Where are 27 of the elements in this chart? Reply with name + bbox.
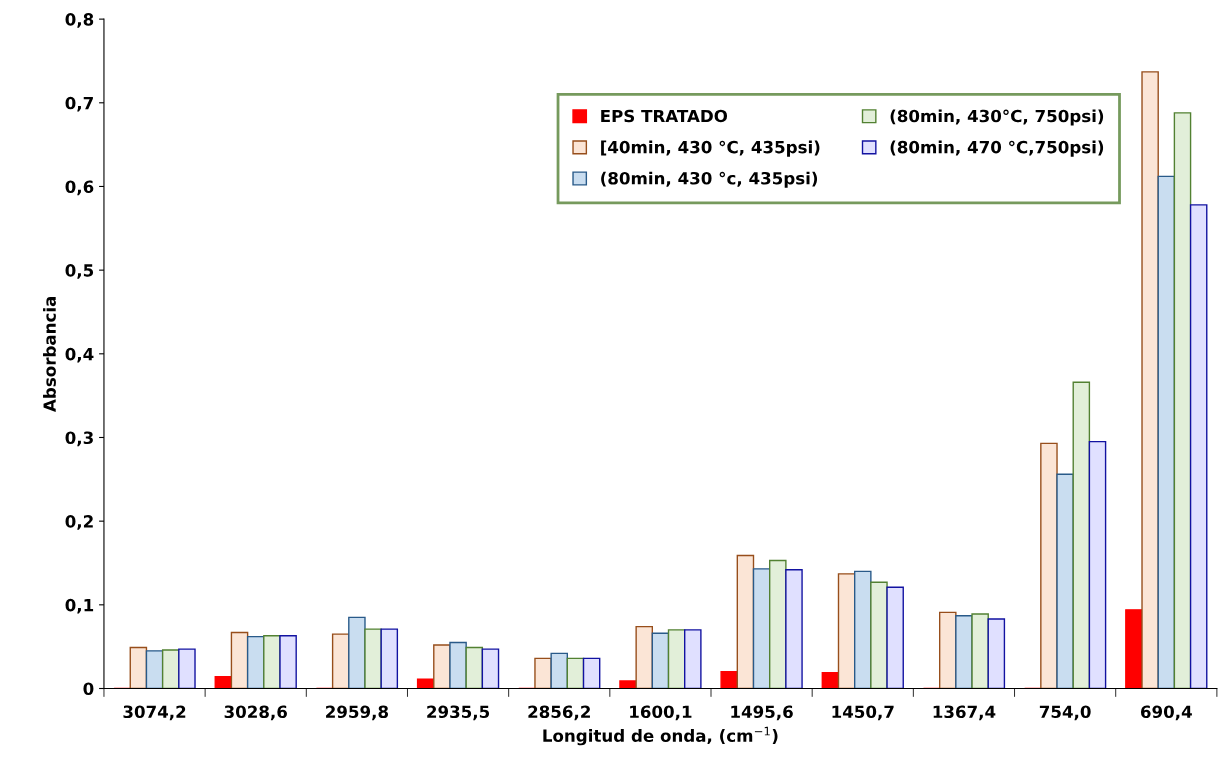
x-tick-label: 754,0 (1039, 705, 1091, 721)
x-tick-label: 3074,2 (123, 705, 186, 721)
legend-label: [40min, 430 °C, 435psi) (601, 140, 820, 157)
legend-label: EPS TRATADO (601, 109, 728, 123)
x-tick-label: 2959,8 (326, 705, 389, 721)
y-tick-label: 0,8 (65, 13, 94, 28)
y-axis-title: Absorbancia (43, 296, 56, 412)
y-tick-label: 0,4 (65, 347, 94, 363)
legend-label: (80min, 430 °c, 435psi) (601, 171, 818, 188)
x-tick-label: 1600,1 (630, 705, 692, 721)
x-tick-label: 3028,6 (224, 705, 287, 721)
legend-label: (80min, 430°C, 750psi) (890, 109, 1104, 126)
y-tick-label: 0,6 (65, 180, 94, 196)
y-tick-label: 0,3 (65, 431, 93, 447)
x-tick-label: 1450,7 (832, 705, 894, 721)
x-tick-label: 1495,6 (731, 705, 793, 721)
y-tick-label: 0,2 (65, 515, 93, 530)
x-axis-title: Longitud de onda, (cm$^{−1}$) (543, 726, 778, 746)
y-tick-label: 0 (83, 682, 94, 696)
x-tick-label: 1367,4 (933, 705, 996, 721)
y-tick-label: 0,7 (65, 96, 93, 112)
x-tick-label: 2856,2 (528, 705, 590, 721)
x-tick-label: 690,4 (1140, 705, 1192, 721)
x-tick-label: 2935,5 (427, 705, 490, 721)
y-tick-label: 0,5 (65, 264, 94, 279)
legend-label: (80min, 470 °C,750psi) (890, 140, 1104, 157)
y-tick-label: 0,1 (65, 598, 94, 614)
